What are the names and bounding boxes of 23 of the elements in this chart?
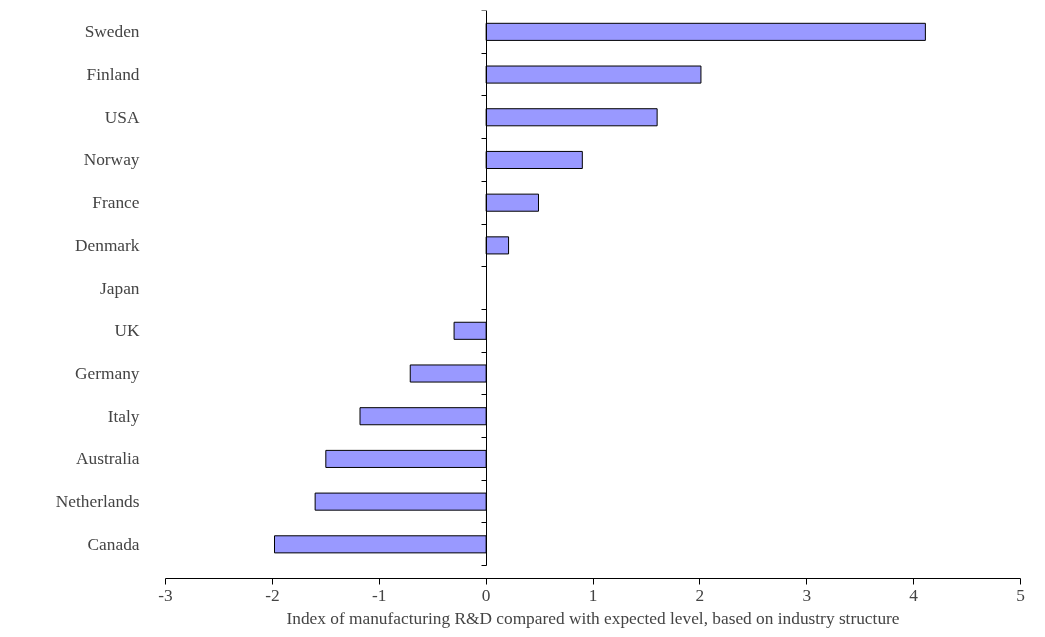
x-tick-label: -2 <box>265 585 280 605</box>
y-tick-label: Norway <box>83 150 140 170</box>
y-tick-label: Sweden <box>84 22 140 42</box>
x-tick-label: 0 <box>481 585 491 605</box>
x-axis-title: Index of manufacturing R&D compared with expected level, based on industry structure <box>286 608 900 628</box>
x-tick-label: 4 <box>909 585 919 605</box>
y-tick-label: Denmark <box>75 235 140 255</box>
y-tick-label: UK <box>114 321 140 341</box>
y-tick-label: Japan <box>100 278 140 298</box>
x-tick-label: 1 <box>588 585 598 605</box>
x-tick-label: 2 <box>695 585 705 605</box>
y-tick-label: France <box>92 193 140 213</box>
x-tick-label: -1 <box>372 585 387 605</box>
x-tick-label: 3 <box>802 585 812 605</box>
y-tick-label: USA <box>104 107 140 127</box>
y-tick-label: Canada <box>87 534 140 554</box>
y-tick-label: Netherlands <box>55 492 140 512</box>
y-tick-label: Finland <box>86 65 140 85</box>
x-tick-label: -3 <box>158 585 173 605</box>
y-tick-label: Germany <box>75 364 140 384</box>
x-tick-label: 5 <box>1016 585 1025 605</box>
y-tick-label: Italy <box>107 406 140 426</box>
y-tick-label: Australia <box>75 449 140 469</box>
